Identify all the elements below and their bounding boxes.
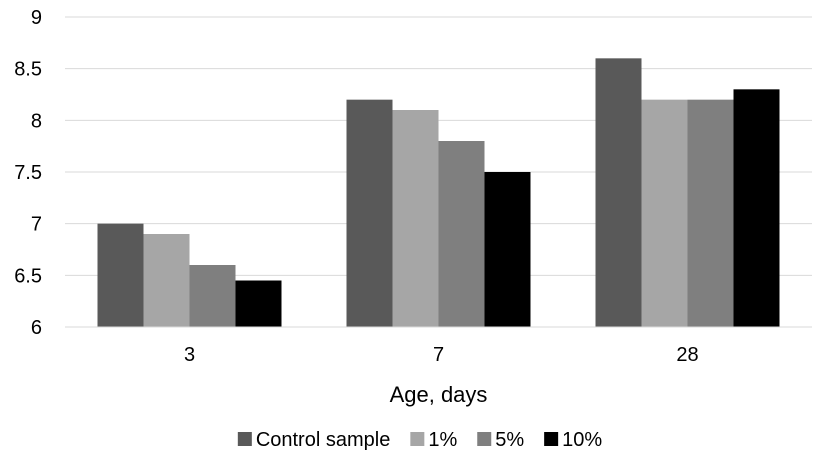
bar-1--7 <box>392 110 439 327</box>
y-tick-label: 7 <box>31 214 42 236</box>
legend-swatch <box>237 432 252 446</box>
y-tick-label: 8 <box>31 110 42 132</box>
x-tick-label: 7 <box>433 344 444 366</box>
x-tick-label: 28 <box>676 344 698 366</box>
y-tick-label: 7.5 <box>14 162 42 184</box>
legend-label: Control sample <box>256 429 391 451</box>
bar-10--28 <box>733 89 780 327</box>
bars <box>97 58 780 328</box>
bar-control-sample-7 <box>346 99 393 328</box>
y-tick-label: 6.5 <box>14 265 42 287</box>
bar-1--3 <box>143 234 190 327</box>
legend-swatch <box>477 432 492 446</box>
bar-control-sample-28 <box>595 58 642 327</box>
legend-label: 1% <box>428 429 457 451</box>
bar-5--28 <box>687 99 734 328</box>
legend-label: 5% <box>495 429 524 451</box>
legend-swatch <box>410 432 425 446</box>
y-axis-tick-labels: 6 6.5 7 7.5 8 8.5 9 <box>14 7 42 339</box>
bar-control-sample-3 <box>97 223 144 327</box>
legend: Control sample 1% 5% 10% <box>237 429 602 451</box>
legend-item: Control sample <box>237 429 391 451</box>
legend-item: 5% <box>477 429 524 451</box>
bar-5--7 <box>438 141 485 327</box>
y-tick-label: 6 <box>31 317 42 339</box>
bar-5--3 <box>189 265 236 327</box>
bar-10--3 <box>235 280 282 327</box>
bar-10--7 <box>484 172 531 327</box>
x-tick-label: 3 <box>184 344 195 366</box>
x-axis-tick-labels: 3 7 28 <box>184 344 699 366</box>
legend-item: 10% <box>544 429 602 451</box>
bar-1--28 <box>641 99 688 328</box>
x-axis-title: Age, days <box>390 382 488 407</box>
legend-label: 10% <box>562 429 602 451</box>
y-tick-label: 9 <box>31 7 42 29</box>
y-tick-label: 8.5 <box>14 59 42 81</box>
legend-swatch <box>544 432 559 446</box>
legend-item: 1% <box>410 429 457 451</box>
